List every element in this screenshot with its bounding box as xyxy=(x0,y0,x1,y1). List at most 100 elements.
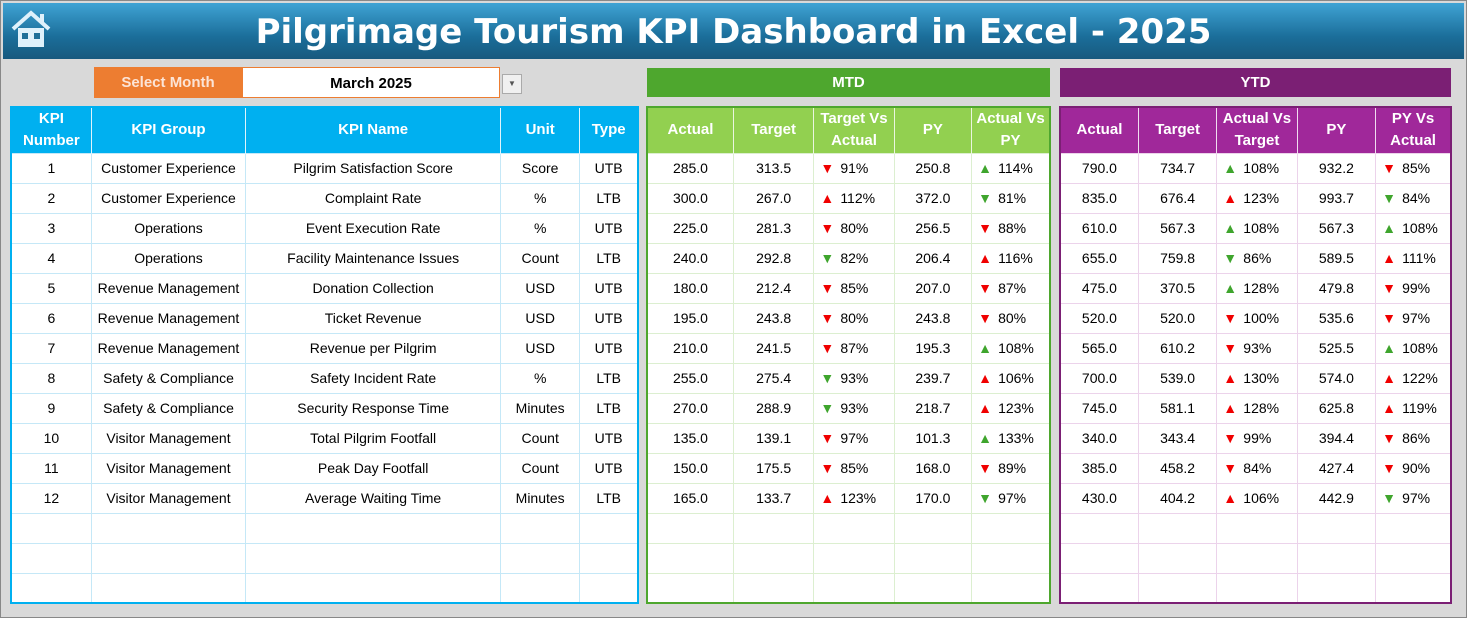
empty-cell xyxy=(1216,572,1298,604)
percent-cell: ▲ 106% xyxy=(971,362,1051,394)
triangle-up-icon: ▲ xyxy=(820,490,835,506)
table-row: 1 Customer Experience Pilgrim Satisfaction… xyxy=(10,152,639,184)
table-cell: 567.3 xyxy=(1137,212,1218,244)
table-row: 285.0 313.5 ▼ 91% 250.8 ▲ 114% xyxy=(646,152,1051,184)
table-row: 430.0 404.2 ▲ 106% 442.9 ▼ 97% xyxy=(1059,482,1452,514)
percent-cell: ▼ 97% xyxy=(1375,482,1452,514)
dropdown-arrow-icon[interactable]: ▼ xyxy=(502,74,522,94)
triangle-up-icon: ▲ xyxy=(1223,220,1238,236)
percent-cell: ▲ 108% xyxy=(1375,212,1452,244)
table-cell: UTB xyxy=(579,332,639,364)
table-cell: Count xyxy=(500,422,581,454)
empty-row xyxy=(10,512,639,544)
table-cell: UTB xyxy=(579,152,639,184)
table-cell: 343.4 xyxy=(1137,422,1218,454)
table-cell: 250.8 xyxy=(893,152,973,184)
percent-cell: ▲ 123% xyxy=(813,482,895,514)
table-cell: USD xyxy=(500,332,581,364)
table-cell: 539.0 xyxy=(1137,362,1218,394)
table-cell: 5 xyxy=(10,272,92,304)
table-cell: Operations xyxy=(90,212,247,244)
table-cell: 574.0 xyxy=(1296,362,1377,394)
table-cell: Customer Experience xyxy=(90,152,247,184)
percent-value: 99% xyxy=(1243,430,1272,446)
table-cell: 535.6 xyxy=(1296,302,1377,334)
triangle-down-icon: ▼ xyxy=(820,250,835,266)
triangle-up-icon: ▲ xyxy=(820,190,835,206)
table-cell: 340.0 xyxy=(1059,422,1139,454)
triangle-down-icon: ▼ xyxy=(1382,280,1396,296)
month-select[interactable]: March 2025 xyxy=(242,67,500,98)
percent-cell: ▲ 122% xyxy=(1375,362,1452,394)
percent-cell: ▲ 128% xyxy=(1216,392,1298,424)
table-row: 340.0 343.4 ▼ 99% 394.4 ▼ 86% xyxy=(1059,422,1452,454)
ytd-table: Actual Target Actual Vs Target PY PY Vs Actu… xyxy=(1059,106,1452,604)
percent-value: 80% xyxy=(998,310,1027,326)
empty-cell xyxy=(1137,572,1218,604)
percent-cell: ▼ 91% xyxy=(813,152,895,184)
empty-cell xyxy=(646,512,734,544)
table-cell: 225.0 xyxy=(646,212,734,244)
table-row: 385.0 458.2 ▼ 84% 427.4 ▼ 90% xyxy=(1059,452,1452,484)
percent-value: 130% xyxy=(1243,370,1280,386)
empty-cell xyxy=(579,512,639,544)
empty-cell xyxy=(500,512,581,544)
percent-value: 128% xyxy=(1243,400,1280,416)
empty-cell xyxy=(1059,542,1139,574)
table-cell: Safety & Compliance xyxy=(90,392,247,424)
table-cell: Event Execution Rate xyxy=(245,212,502,244)
table-cell: Pilgrim Satisfaction Score xyxy=(245,152,502,184)
table-row: 3 Operations Event Execution Rate% UTB xyxy=(10,212,639,244)
percent-value: 116% xyxy=(998,250,1033,266)
percent-cell: ▼ 85% xyxy=(813,272,895,304)
table-cell: Facility Maintenance Issues xyxy=(245,242,502,274)
percent-value: 108% xyxy=(1402,340,1438,356)
percent-value: 119% xyxy=(1402,400,1437,416)
percent-cell: ▼ 80% xyxy=(971,302,1051,334)
percent-cell: ▼ 97% xyxy=(813,422,895,454)
empty-cell xyxy=(971,572,1051,604)
triangle-down-icon: ▼ xyxy=(820,160,835,176)
percent-cell: ▲ 108% xyxy=(971,332,1051,364)
triangle-down-icon: ▼ xyxy=(978,490,992,506)
empty-cell xyxy=(1059,572,1139,604)
empty-cell xyxy=(90,512,247,544)
percent-value: 84% xyxy=(1402,190,1431,206)
percent-value: 97% xyxy=(1402,310,1431,326)
table-cell: 404.2 xyxy=(1137,482,1218,514)
triangle-up-icon: ▲ xyxy=(1223,490,1238,506)
triangle-up-icon: ▲ xyxy=(978,340,992,356)
triangle-up-icon: ▲ xyxy=(1382,400,1396,416)
percent-cell: ▼ 87% xyxy=(813,332,895,364)
table-row: 135.0 139.1 ▼ 97% 101.3 ▲ 133% xyxy=(646,422,1051,454)
table-cell: 101.3 xyxy=(893,422,973,454)
table-cell: 281.3 xyxy=(732,212,815,244)
column-header: PY Vs Actual xyxy=(1375,107,1452,153)
empty-row xyxy=(1059,572,1452,604)
empty-cell xyxy=(732,542,815,574)
table-cell: 3 xyxy=(10,212,92,244)
column-header: Target xyxy=(1138,107,1218,153)
empty-cell xyxy=(1216,542,1298,574)
empty-row xyxy=(1059,512,1452,544)
percent-value: 84% xyxy=(1243,460,1272,476)
triangle-down-icon: ▼ xyxy=(820,430,835,446)
triangle-up-icon: ▲ xyxy=(978,160,992,176)
table-cell: 565.0 xyxy=(1059,332,1139,364)
triangle-up-icon: ▲ xyxy=(1223,160,1238,176)
triangle-down-icon: ▼ xyxy=(1223,250,1238,266)
table-cell: 589.5 xyxy=(1296,242,1377,274)
column-header: KPI Group xyxy=(91,107,247,153)
table-cell: 8 xyxy=(10,362,92,394)
percent-value: 85% xyxy=(840,280,869,296)
percent-cell: ▼ 80% xyxy=(813,302,895,334)
table-cell: LTB xyxy=(579,182,639,214)
column-header: KPI Number xyxy=(11,107,92,153)
home-icon[interactable] xyxy=(9,9,53,49)
triangle-down-icon: ▼ xyxy=(820,220,835,236)
percent-value: 89% xyxy=(998,460,1027,476)
table-row: 7 Revenue Management Revenue per Pilgrim US… xyxy=(10,332,639,364)
triangle-down-icon: ▼ xyxy=(1223,430,1238,446)
table-cell: 207.0 xyxy=(893,272,973,304)
table-cell: LTB xyxy=(579,482,639,514)
